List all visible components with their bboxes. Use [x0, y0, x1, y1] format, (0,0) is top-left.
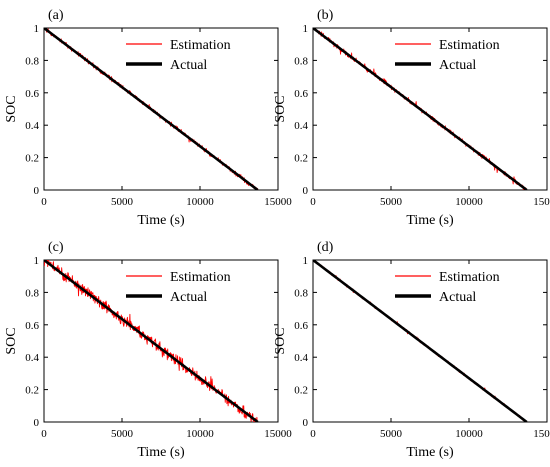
- y-tick-label: 0: [34, 417, 40, 429]
- series-line-actual: [313, 260, 528, 422]
- x-tick-label: 0: [310, 428, 316, 440]
- x-tick-label: 15000: [264, 428, 292, 440]
- x-tick-label: 10000: [186, 196, 214, 208]
- plot-frame: [312, 259, 548, 423]
- legend-label-actual: Actual: [170, 58, 207, 73]
- chart-panel-2: 0 5000 10000 15000 0 0.2 0.4 0.6 0.8 1 Time (s) SOC…: [273, 8, 550, 228]
- chart-panel-3: 0 5000 10000 15000 0 0.2 0.4 0.6 0.8 1 Time (s) SOC…: [4, 240, 292, 460]
- legend-label-actual: Actual: [170, 290, 207, 305]
- series-line-actual: [44, 260, 259, 422]
- legend-label-estimation: Estimation: [170, 270, 231, 285]
- series-line-actual: [44, 28, 259, 190]
- y-tick-label: 0.8: [25, 55, 39, 67]
- y-tick-label: 0.6: [294, 88, 308, 100]
- x-tick-label: 5000: [111, 196, 134, 208]
- y-axis-label: SOC: [4, 95, 19, 122]
- x-axis-label: Time (s): [137, 213, 185, 228]
- y-tick-label: 1: [303, 255, 309, 267]
- legend-label-estimation: Estimation: [439, 270, 500, 285]
- panel-label: (b): [317, 8, 334, 23]
- legend-label-estimation: Estimation: [439, 38, 500, 53]
- legend-label-actual: Actual: [439, 290, 476, 305]
- y-tick-label: 0.8: [294, 55, 308, 67]
- y-tick-label: 0.2: [25, 385, 39, 397]
- legend-label-estimation: Estimation: [170, 38, 231, 53]
- x-tick-label: 0: [41, 428, 47, 440]
- chart-panel-4: 0 5000 10000 15000 0 0.2 0.4 0.6 0.8 1 Time (s) SOC…: [273, 240, 550, 460]
- y-axis-label: SOC: [4, 327, 19, 354]
- y-tick-label: 0: [303, 185, 309, 197]
- x-tick-label: 5000: [380, 428, 403, 440]
- y-tick-label: 0.2: [25, 153, 39, 165]
- y-tick-label: 0: [303, 417, 309, 429]
- y-axis-label: SOC: [273, 95, 288, 122]
- y-tick-label: 1: [34, 23, 40, 35]
- y-tick-label: 0.4: [25, 352, 39, 364]
- chart-panel-1: 0 5000 10000 15000 0 0.2 0.4 0.6 0.8 1 Time (s) SOC…: [4, 8, 292, 228]
- y-tick-label: 0.4: [25, 120, 39, 132]
- x-tick-label: 5000: [111, 428, 134, 440]
- y-tick-label: 0.2: [294, 153, 308, 165]
- y-tick-label: 0.6: [294, 320, 308, 332]
- panel-label: (a): [48, 8, 64, 23]
- panel-label: (d): [317, 240, 334, 255]
- x-axis-label: Time (s): [137, 445, 185, 460]
- plot-frame: [43, 27, 279, 191]
- y-axis-label: SOC: [273, 327, 288, 354]
- y-tick-label: 0.8: [294, 287, 308, 299]
- y-tick-label: 0.4: [294, 352, 308, 364]
- y-tick-label: 0: [34, 185, 40, 197]
- x-axis-label: Time (s): [406, 213, 454, 228]
- y-tick-label: 1: [34, 255, 40, 267]
- x-tick-label: 10000: [455, 196, 483, 208]
- y-tick-label: 1: [303, 23, 309, 35]
- x-tick-label: 10000: [186, 428, 214, 440]
- y-tick-label: 0.6: [25, 320, 39, 332]
- series-line-actual: [313, 28, 528, 190]
- legend-label-actual: Actual: [439, 58, 476, 73]
- y-tick-label: 0.6: [25, 88, 39, 100]
- y-tick-label: 0.2: [294, 385, 308, 397]
- panel-label: (c): [48, 240, 64, 255]
- x-tick-label: 10000: [455, 428, 483, 440]
- y-tick-label: 0.8: [25, 287, 39, 299]
- x-tick-label: 15000: [533, 196, 550, 208]
- plot-frame: [312, 27, 548, 191]
- x-axis-label: Time (s): [406, 445, 454, 460]
- y-tick-label: 0.4: [294, 120, 308, 132]
- x-tick-label: 5000: [380, 196, 403, 208]
- x-tick-label: 15000: [264, 196, 292, 208]
- x-tick-label: 15000: [533, 428, 550, 440]
- x-tick-label: 0: [310, 196, 316, 208]
- x-tick-label: 0: [41, 196, 47, 208]
